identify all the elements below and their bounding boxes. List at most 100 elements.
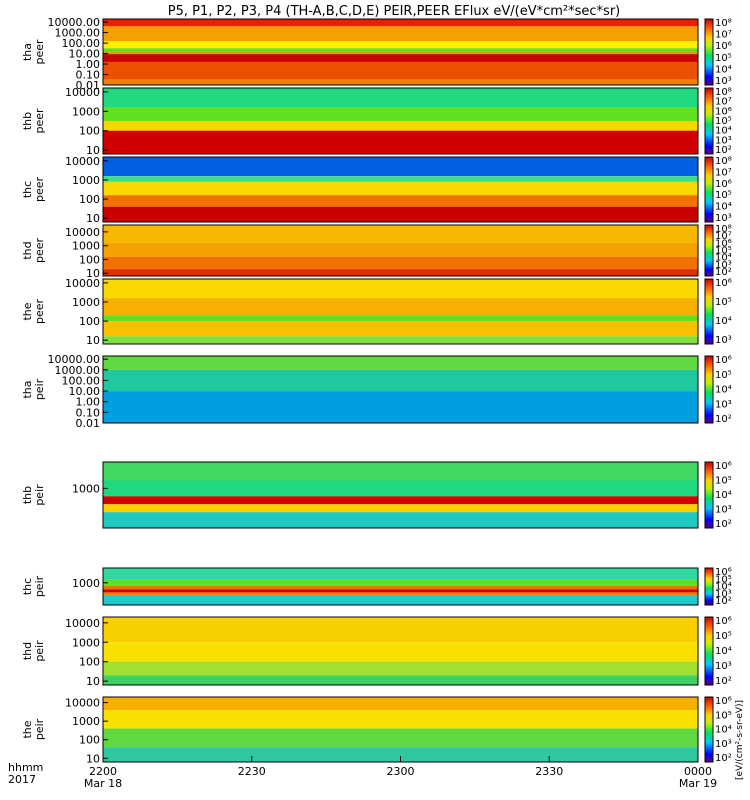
energy-band [103,79,698,85]
colorbar-tick-label: 10⁸ [715,156,732,167]
energy-band [103,496,698,505]
colorbar-tick-label: 10⁵ [715,246,732,257]
y-tick-label: 1000 [72,715,100,728]
energy-band [103,225,698,243]
colorbar-tick-label: 10³ [715,589,732,600]
colorbar-tick-label: 10⁵ [715,297,732,308]
y-tick-label: 100.00 [62,37,101,50]
panel-frame [102,156,699,223]
energy-band [103,195,698,207]
colorbar-tick-label: 10⁵ [715,190,732,201]
colorbar-tick-label: 10⁴ [715,202,732,213]
panel-probe-label: the [21,302,34,320]
colorbar [704,567,714,606]
colorbar-tick-label: 10⁶ [715,696,732,707]
x-tick-label: 2200 [89,765,117,778]
energy-band [103,41,698,49]
x-tick-label: 2300 [387,765,415,778]
panel-frame [102,87,699,155]
colorbar-tick-label: 10⁶ [715,461,732,472]
panel-probe-label: thc [21,578,34,595]
energy-band [103,710,698,729]
colorbar-tick-label: 10³ [715,135,732,146]
energy-band [103,391,698,423]
colorbar-tick-label: 10⁴ [715,126,732,137]
y-tick-label: 10000 [65,86,100,99]
energy-band [103,26,698,41]
energy-band [103,480,698,497]
x-tick-label: 2330 [535,765,563,778]
energy-band [103,321,698,337]
colorbar-tick-label: 10⁵ [715,116,732,127]
colorbar-tick-label: 10⁸ [715,87,732,98]
colorbar-tick-label: 10⁴ [715,646,732,657]
panel-probe-label: thc [21,181,34,198]
panel-frame [102,18,699,86]
x-tick-date-label: Mar 18 [84,777,122,790]
colorbar-tick-label: 10² [715,414,732,425]
energy-band [103,298,698,316]
y-tick-label: 10000 [65,226,100,239]
colorbar [704,461,714,529]
panel-the-peer: 10000 1000 100 10 the peer 10⁶ 10⁵ 10⁴ 10³ [21,277,732,347]
colorbar-tick-label: 10⁷ [715,30,732,41]
y-tick-label: 1000 [72,174,100,187]
panel-species-label: peir [33,378,46,400]
energy-band [103,121,698,131]
colorbar-tick-label: 10³ [715,76,732,87]
colorbar-tick-label: 10⁴ [715,253,732,264]
colorbar-tick-label: 10² [715,753,732,764]
y-tick-label: 10 [86,144,100,157]
y-tick-label: 10000.00 [48,353,101,366]
time-row-label-hhmm: hhmm [8,761,43,774]
energy-band [103,269,698,276]
energy-band [103,256,698,270]
chart-title: P5, P1, P2, P3, P4 (TH-A,B,C,D,E) PEIR,P… [168,4,621,19]
panel-species-label: peir [33,484,46,506]
energy-band [103,568,698,580]
panel-species-label: peer [33,238,46,264]
energy-band [103,356,698,370]
colorbar-tick-label: 10⁴ [715,582,732,593]
y-tick-label: 0.10 [76,406,101,419]
energy-band [103,61,698,80]
energy-band [103,54,698,62]
y-tick-label: 1000 [72,482,100,495]
x-tick-label: 2230 [238,765,266,778]
colorbar-tick-label: 10² [715,267,732,278]
colorbar-tick-label: 10³ [715,213,732,224]
panel-stack: 10000.001000.00100.0010.001.000.100.01th… [21,16,732,765]
panel-the-peir: 10000 1000 100 10 the peir 10⁶ 10⁵ 10⁴ 10³ 10² [21,696,732,765]
y-tick-label: 10 [86,675,100,688]
time-row-label-year: 2017 [8,773,36,786]
panel-probe-label: the [21,720,34,738]
energy-band [103,336,698,344]
panel-probe-label: thd [21,642,34,660]
colorbar-tick-label: 10⁶ [715,567,732,578]
colorbar-tick-label: 10⁷ [715,97,732,108]
colorbar-tick-label: 10⁷ [715,231,732,242]
colorbar-tick-label: 10² [715,519,732,530]
colorbar [704,156,714,223]
panel-thb-peer: 10000 1000 100 10 thb peer 10⁸10⁷10⁶10⁵10⁴10³1… [21,86,732,157]
panel-species-label: peer [33,177,46,203]
colorbar-tick-label: 10⁶ [715,355,732,366]
energy-band [103,661,698,676]
energy-band [103,617,698,643]
y-tick-label: 1000 [72,105,100,118]
panel-species-label: peir [33,718,46,740]
energy-band [103,279,698,299]
energy-band [103,585,698,590]
energy-band [103,592,698,596]
energy-band [103,157,698,177]
energy-band [103,595,698,605]
y-tick-label: 100 [79,315,100,328]
y-tick-label: 1000 [72,577,100,590]
energy-band [103,242,698,257]
y-tick-label: 1000.00 [55,27,101,40]
colorbar-tick-label: 10⁶ [715,616,732,627]
y-tick-label: 10 [86,267,100,280]
y-tick-label: 0.01 [76,417,101,430]
